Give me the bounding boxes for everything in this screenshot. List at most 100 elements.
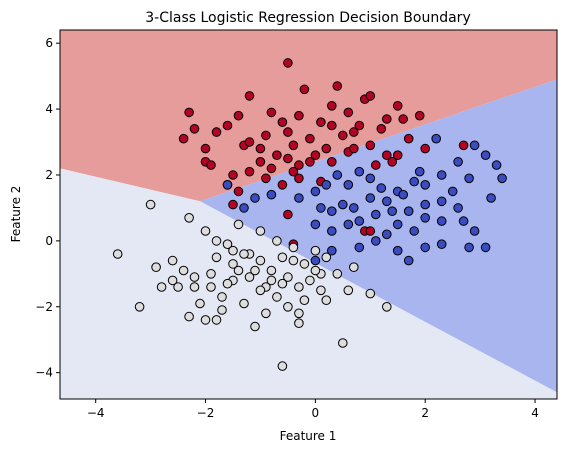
data-point-red — [211, 127, 222, 137]
data-point-red — [261, 173, 271, 184]
data-point-red — [184, 107, 194, 118]
data-point-blue — [453, 157, 463, 167]
data-point-blue — [403, 206, 414, 216]
region-blue — [200, 79, 557, 393]
data-point-blue — [398, 189, 409, 200]
data-point-blue — [365, 173, 376, 184]
data-point-red — [294, 160, 304, 170]
plot-frame — [59, 29, 558, 400]
data-point-white — [167, 255, 178, 266]
data-point-red — [327, 101, 337, 111]
data-point-red — [283, 127, 293, 137]
data-point-red — [376, 124, 387, 134]
data-point-blue — [382, 229, 392, 240]
data-point-red — [261, 130, 271, 141]
data-point-white — [178, 265, 189, 276]
data-point-red — [189, 124, 200, 134]
data-point-white — [206, 282, 216, 292]
data-point-white — [272, 236, 282, 246]
data-point-red — [420, 143, 431, 154]
x-tick-label: 4 — [531, 406, 539, 420]
data-point-red — [233, 110, 244, 121]
data-point-red — [200, 143, 211, 154]
data-point-red — [310, 150, 321, 160]
data-point-white — [173, 282, 183, 292]
data-point-red — [294, 110, 304, 121]
data-point-blue — [294, 193, 304, 203]
data-point-white — [261, 308, 271, 319]
data-point-blue — [436, 239, 447, 249]
data-point-white — [283, 302, 293, 312]
data-point-red — [283, 153, 293, 164]
data-point-white — [195, 298, 205, 309]
data-point-white — [310, 245, 321, 256]
data-point-blue — [310, 255, 321, 266]
data-point-red — [288, 140, 299, 151]
data-point-white — [338, 338, 348, 348]
data-point-red — [266, 163, 277, 174]
data-point-white — [255, 255, 266, 266]
data-point-red — [305, 133, 315, 144]
data-point-white — [239, 298, 249, 309]
data-point-blue — [327, 226, 337, 236]
data-point-blue — [371, 236, 381, 246]
data-point-white — [332, 269, 343, 279]
chart-title: 3-Class Logistic Regression Decision Bou… — [145, 10, 470, 26]
data-point-white — [255, 285, 266, 296]
data-point-blue — [327, 206, 337, 216]
data-point-white — [310, 265, 321, 276]
data-point-red — [288, 166, 299, 177]
data-point-white — [239, 249, 249, 259]
data-point-blue — [486, 193, 496, 203]
data-point-white — [321, 252, 332, 263]
data-point-blue — [480, 150, 491, 160]
data-point-blue — [354, 242, 365, 253]
region-red — [60, 30, 557, 202]
data-point-white — [211, 315, 222, 325]
data-point-red — [349, 127, 359, 137]
data-point-blue — [371, 209, 381, 220]
data-point-blue — [497, 173, 507, 184]
data-point-white — [277, 361, 288, 371]
data-point-blue — [414, 166, 425, 177]
y-tick-label: 2 — [45, 168, 53, 182]
data-point-blue — [392, 245, 403, 256]
data-point-white — [200, 226, 211, 236]
data-point-red — [392, 101, 403, 111]
data-point-white — [266, 275, 277, 286]
data-point-white — [189, 282, 200, 292]
data-point-blue — [321, 180, 332, 190]
y-tick-label: 6 — [45, 36, 53, 50]
data-point-white — [288, 242, 299, 253]
data-point-red — [403, 133, 414, 144]
data-point-white — [250, 321, 260, 332]
data-point-white — [233, 219, 244, 230]
data-point-white — [343, 285, 354, 296]
data-point-blue — [387, 206, 398, 216]
data-point-white — [294, 308, 304, 319]
data-point-white — [200, 315, 211, 325]
y-tick-label: 4 — [45, 102, 53, 116]
data-point-red — [222, 120, 233, 131]
data-point-blue — [239, 203, 249, 213]
data-point-white — [211, 236, 222, 246]
data-point-blue — [420, 180, 431, 190]
data-point-red — [283, 58, 293, 68]
data-point-blue — [376, 183, 387, 193]
y-tick-label: 0 — [45, 234, 53, 248]
data-point-blue — [316, 203, 326, 213]
data-point-red — [414, 110, 425, 121]
data-point-blue — [436, 216, 447, 226]
data-point-red — [228, 199, 238, 210]
data-point-white — [184, 311, 194, 322]
data-point-red — [255, 157, 266, 167]
data-point-blue — [420, 199, 431, 210]
data-point-blue — [310, 219, 321, 230]
data-point-blue — [266, 189, 277, 200]
data-point-blue — [464, 173, 474, 184]
data-point-red — [316, 117, 326, 127]
data-point-white — [316, 285, 326, 296]
y-tick-label: −2 — [35, 300, 53, 314]
data-point-white — [244, 272, 255, 282]
